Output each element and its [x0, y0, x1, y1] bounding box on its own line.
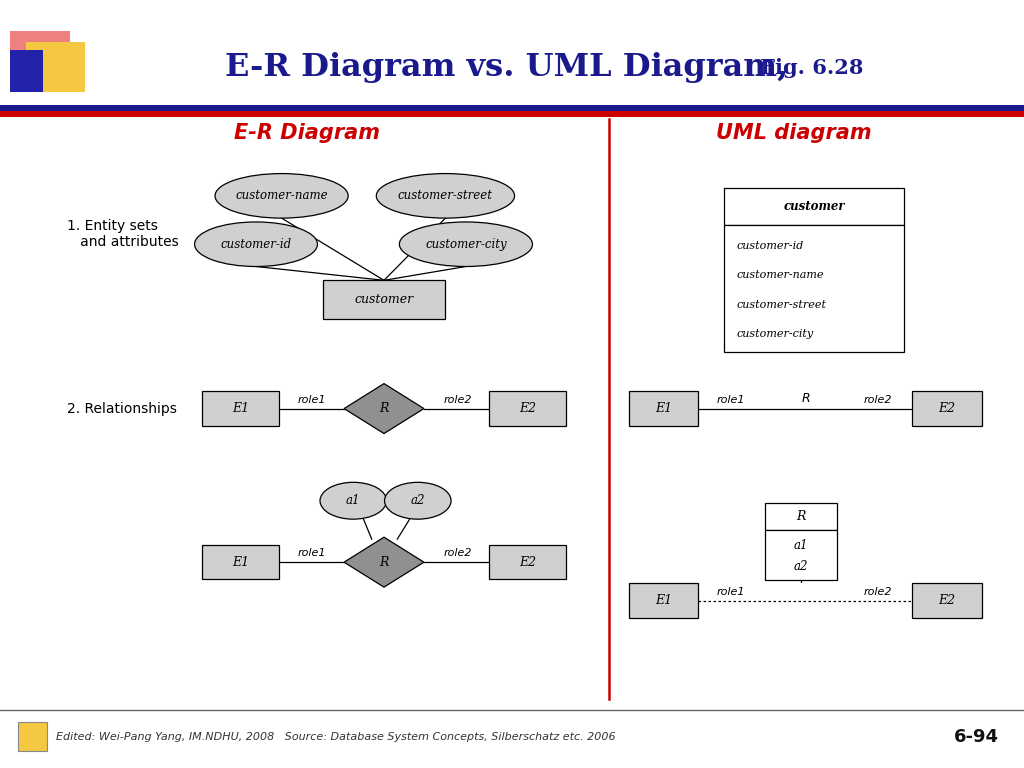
Text: role2: role2	[443, 395, 472, 405]
Ellipse shape	[384, 482, 451, 519]
Text: E-R Diagram: E-R Diagram	[234, 123, 380, 143]
Text: customer-street: customer-street	[398, 190, 493, 202]
FancyBboxPatch shape	[725, 188, 904, 225]
Text: Fig. 6.28: Fig. 6.28	[753, 58, 863, 78]
Ellipse shape	[319, 482, 386, 519]
Text: customer: customer	[783, 200, 845, 213]
FancyBboxPatch shape	[202, 392, 279, 425]
FancyBboxPatch shape	[725, 225, 904, 352]
Text: customer-name: customer-name	[236, 190, 328, 202]
Text: customer-street: customer-street	[737, 300, 826, 310]
FancyBboxPatch shape	[489, 392, 565, 425]
Text: role2: role2	[863, 587, 892, 597]
FancyBboxPatch shape	[912, 392, 982, 425]
Ellipse shape	[399, 222, 532, 266]
Text: role1: role1	[717, 587, 745, 597]
Text: E1: E1	[232, 402, 249, 415]
Text: a2: a2	[411, 495, 425, 507]
Text: role1: role1	[298, 395, 327, 405]
FancyBboxPatch shape	[629, 584, 698, 617]
Text: role1: role1	[298, 548, 327, 558]
Text: E2: E2	[939, 594, 955, 607]
Text: 6-94: 6-94	[953, 727, 998, 746]
Text: customer-city: customer-city	[425, 238, 507, 250]
Text: customer-city: customer-city	[737, 329, 814, 339]
Text: R: R	[796, 510, 806, 523]
Text: E2: E2	[519, 556, 536, 568]
Text: customer-id: customer-id	[737, 240, 804, 250]
Ellipse shape	[377, 174, 514, 218]
FancyBboxPatch shape	[0, 105, 1024, 111]
Text: customer-name: customer-name	[737, 270, 824, 280]
Text: E2: E2	[939, 402, 955, 415]
Text: a2: a2	[794, 561, 808, 574]
Text: E-R Diagram vs. UML Diagram,: E-R Diagram vs. UML Diagram,	[225, 52, 788, 83]
Text: role1: role1	[717, 395, 745, 405]
Polygon shape	[344, 384, 424, 433]
Polygon shape	[10, 31, 70, 81]
Polygon shape	[10, 50, 43, 92]
FancyBboxPatch shape	[912, 584, 982, 617]
FancyBboxPatch shape	[323, 280, 445, 319]
Text: customer: customer	[354, 293, 414, 306]
Text: 1. Entity sets
   and attributes: 1. Entity sets and attributes	[67, 219, 178, 250]
Text: role2: role2	[863, 395, 892, 405]
FancyBboxPatch shape	[765, 530, 837, 580]
Text: UML diagram: UML diagram	[716, 123, 871, 143]
FancyBboxPatch shape	[18, 722, 47, 751]
Polygon shape	[26, 42, 85, 92]
Text: a1: a1	[794, 538, 808, 551]
FancyBboxPatch shape	[765, 503, 837, 530]
Text: Edited: Wei-Pang Yang, IM.NDHU, 2008   Source: Database System Concepts, Silbers: Edited: Wei-Pang Yang, IM.NDHU, 2008 Sou…	[56, 731, 616, 742]
FancyBboxPatch shape	[489, 545, 565, 579]
Text: E1: E1	[655, 594, 672, 607]
Text: R: R	[802, 392, 810, 405]
Polygon shape	[344, 538, 424, 587]
Text: role2: role2	[443, 548, 472, 558]
Text: customer-id: customer-id	[220, 238, 292, 250]
Text: 2. Relationships: 2. Relationships	[67, 402, 176, 415]
Text: E2: E2	[519, 402, 536, 415]
FancyBboxPatch shape	[629, 392, 698, 425]
Text: R: R	[379, 402, 389, 415]
Text: E1: E1	[655, 402, 672, 415]
FancyBboxPatch shape	[202, 545, 279, 579]
Text: R: R	[379, 556, 389, 568]
FancyBboxPatch shape	[0, 111, 1024, 117]
Ellipse shape	[195, 222, 317, 266]
Text: E1: E1	[232, 556, 249, 568]
Text: a1: a1	[346, 495, 360, 507]
Ellipse shape	[215, 174, 348, 218]
